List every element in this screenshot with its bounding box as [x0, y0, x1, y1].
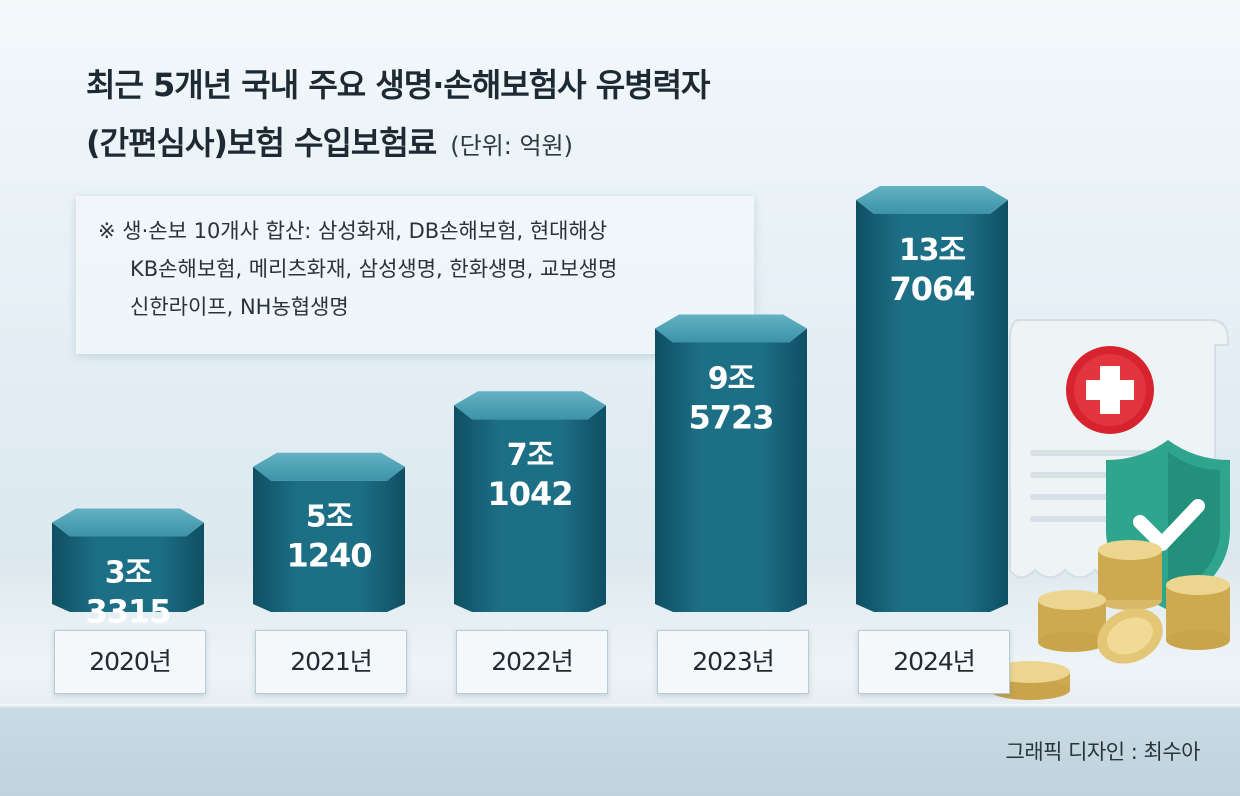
- bar-body: [655, 328, 807, 612]
- note-box: ※ 생·손보 10개사 합산: 삼성화재, DB손해보험, 현대해상 KB손해보…: [76, 196, 754, 354]
- x-tick-label: 2022년: [456, 630, 608, 694]
- bar-label-bottom: 3315: [85, 592, 170, 630]
- bar-body: [253, 466, 405, 612]
- x-tick-label: 2024년: [858, 630, 1010, 694]
- coin-stack-icon: [990, 540, 1230, 700]
- bar-label-bottom: 1042: [487, 475, 572, 513]
- bar-label-top: 7조: [507, 438, 554, 473]
- note-line-2: KB손해보험, 메리츠화재, 삼성생명, 한화생명, 교보생명: [130, 257, 618, 281]
- bar-body: [856, 200, 1008, 612]
- insurance-illustration: [990, 319, 1230, 700]
- bar-top: [454, 391, 606, 420]
- floor-edge: [0, 704, 1240, 710]
- x-tick-label: 2020년: [54, 630, 206, 694]
- bar-top: [253, 452, 405, 481]
- note-line-3: 신한라이프, NH농협생명: [130, 295, 349, 319]
- shield-check-icon: [1106, 440, 1230, 610]
- bar-label-bottom: 5723: [688, 398, 773, 436]
- bar-label-top: 9조: [708, 361, 755, 396]
- bar-label-bottom: 1240: [286, 537, 371, 575]
- bar-top: [655, 314, 807, 343]
- bar-label-bottom: 7064: [889, 270, 974, 308]
- bar-top: [856, 186, 1008, 214]
- x-tick-label: 2023년: [657, 630, 809, 694]
- bar-body: [52, 522, 204, 612]
- medical-cross-icon: [1066, 346, 1154, 434]
- bar-label-top: 5조: [306, 500, 353, 535]
- unit-label: (단위: 억원): [450, 132, 573, 160]
- title-line-2: (간편심사)보험 수입보험료: [86, 124, 437, 162]
- x-tick-label: 2021년: [255, 630, 407, 694]
- bar-label-top: 13조: [899, 233, 966, 268]
- bar-top: [52, 508, 204, 537]
- chart-title: 최근 5개년 국내 주요 생명·손해보험사 유병력자 (간편심사)보험 수입보험…: [86, 56, 710, 175]
- title-line-1: 최근 5개년 국내 주요 생명·손해보험사 유병력자: [86, 66, 710, 104]
- credit-text: 그래픽 디자인 : 최수아: [1005, 740, 1201, 764]
- footer-band: [0, 708, 1240, 796]
- bar-body: [454, 405, 606, 612]
- note-line-1: ※ 생·손보 10개사 합산: 삼성화재, DB손해보험, 현대해상: [98, 219, 608, 243]
- bar-label-top: 3조: [105, 555, 152, 590]
